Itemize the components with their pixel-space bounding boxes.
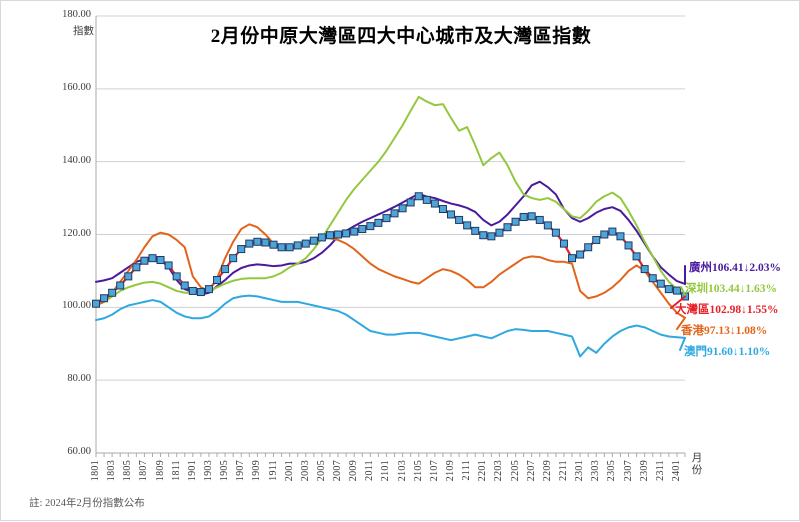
x-axis-tick-label: 2103 bbox=[396, 460, 408, 482]
x-axis-tick-label: 1903 bbox=[202, 460, 214, 482]
x-axis-tick-label: 2101 bbox=[380, 460, 392, 482]
y-axis-tick-label: 160.00 bbox=[62, 81, 91, 93]
x-axis-tick-label: 2109 bbox=[445, 460, 456, 482]
y-axis-tick-label: 60.00 bbox=[67, 446, 91, 457]
chart-title: 2月份中原大灣區四大中心城市及大灣區指數 bbox=[210, 26, 592, 47]
x-axis-tick-label: 2205 bbox=[509, 460, 521, 482]
legend-entry-深圳: 深圳103.44↓1.63% bbox=[685, 283, 777, 295]
x-axis-tick-label: 1905 bbox=[219, 460, 231, 482]
x-axis-tick-label: 1911 bbox=[267, 460, 279, 481]
x-axis-tick-label: 2107 bbox=[428, 460, 440, 482]
y-axis-tick-label: 140.00 bbox=[62, 154, 91, 166]
x-axis-tick-label: 1803 bbox=[106, 460, 118, 482]
x-axis-tick-label: 2211 bbox=[557, 460, 569, 481]
y-axis-tick-label: 120.00 bbox=[62, 227, 91, 239]
x-axis-tick-label: 1901 bbox=[186, 460, 198, 482]
y-axis-title: 指數 bbox=[73, 26, 94, 37]
x-axis-tick-label: 1809 bbox=[154, 460, 166, 482]
x-axis-tick-label: 2111 bbox=[461, 460, 473, 481]
x-axis-tick-label: 2007 bbox=[332, 460, 344, 482]
x-axis-tick-label: 1909 bbox=[251, 460, 263, 482]
x-axis-tick-label: 1807 bbox=[138, 460, 150, 482]
x-axis-tick-label: 2301 bbox=[574, 460, 586, 482]
y-axis-tick-label: 80.00 bbox=[67, 373, 91, 385]
x-axis-tick-label: 2401 bbox=[670, 460, 682, 482]
x-axis-tick-label: 1811 bbox=[170, 460, 182, 481]
y-axis-tick-label: 180.00 bbox=[62, 9, 91, 20]
x-axis-tick-label: 2011 bbox=[364, 460, 376, 481]
x-axis-tick-label: 2311 bbox=[654, 460, 666, 481]
x-axis-tick-label: 2003 bbox=[299, 460, 311, 482]
x-axis-tick-label: 1907 bbox=[235, 460, 247, 482]
x-axis-tick-label: 2105 bbox=[412, 460, 424, 482]
x-axis-tick-label: 2309 bbox=[638, 460, 650, 482]
legend-entry-廣州: 廣州106.41↓2.03% bbox=[689, 262, 781, 274]
x-axis-title: 月份 bbox=[691, 453, 703, 476]
x-axis-tick-label: 2307 bbox=[622, 460, 634, 482]
x-axis-tick-label: 2305 bbox=[606, 460, 618, 482]
x-axis-tick-label: 2209 bbox=[541, 460, 553, 482]
x-axis-tick-label: 2005 bbox=[315, 460, 327, 482]
x-axis-tick-label: 2203 bbox=[493, 460, 505, 482]
x-axis-tick-label: 2303 bbox=[590, 460, 602, 482]
chart-footnote: 註: 2024年2月份指數公布 bbox=[29, 498, 145, 509]
x-axis-tick-label: 1801 bbox=[90, 460, 101, 482]
x-axis-tick-label: 1805 bbox=[122, 460, 134, 482]
x-axis-tick-label: 2009 bbox=[348, 460, 360, 482]
x-axis-tick-label: 2201 bbox=[477, 460, 489, 482]
y-axis-tick-label: 100.00 bbox=[62, 300, 91, 312]
x-axis-tick-label: 2001 bbox=[283, 460, 295, 482]
legend-entry-大灣區: 大灣區102.98↓1.55% bbox=[675, 304, 779, 316]
legend-entry-澳門: 澳門91.60↓1.10% bbox=[684, 346, 771, 358]
x-axis-tick-label: 2207 bbox=[525, 460, 537, 482]
legend-entry-香港: 香港97.13↓1.08% bbox=[681, 325, 768, 337]
